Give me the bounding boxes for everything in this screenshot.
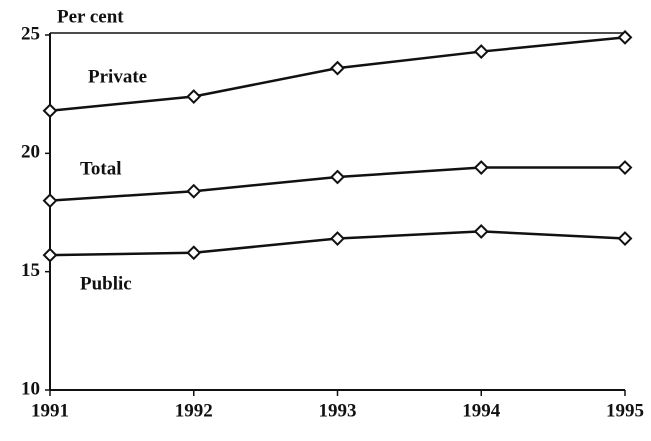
x-tick-label: 1995 [606,400,644,421]
marker [473,160,489,175]
series-label: Total [80,158,122,179]
x-tick-label: 1993 [319,400,357,421]
y-axis-label: Per cent [57,6,124,27]
series-label: Public [80,273,132,294]
marker [473,44,489,59]
marker [330,169,345,185]
y-tick-label: 25 [21,23,40,44]
marker [186,89,202,104]
marker [330,60,345,76]
y-tick-label: 15 [21,260,40,281]
marker [473,224,489,239]
y-tick-label: 10 [21,378,40,399]
series-label: Private [88,66,147,87]
marker [617,29,633,45]
y-tick-label: 20 [21,142,40,163]
x-tick-label: 1994 [462,400,501,421]
marker [42,193,58,209]
x-tick-label: 1991 [31,400,69,421]
marker [617,160,633,175]
x-tick-label: 1992 [175,400,213,421]
marker [330,231,345,246]
marker [617,231,633,246]
marker [186,245,202,261]
marker [42,103,58,119]
marker [42,247,58,263]
marker [186,183,202,199]
